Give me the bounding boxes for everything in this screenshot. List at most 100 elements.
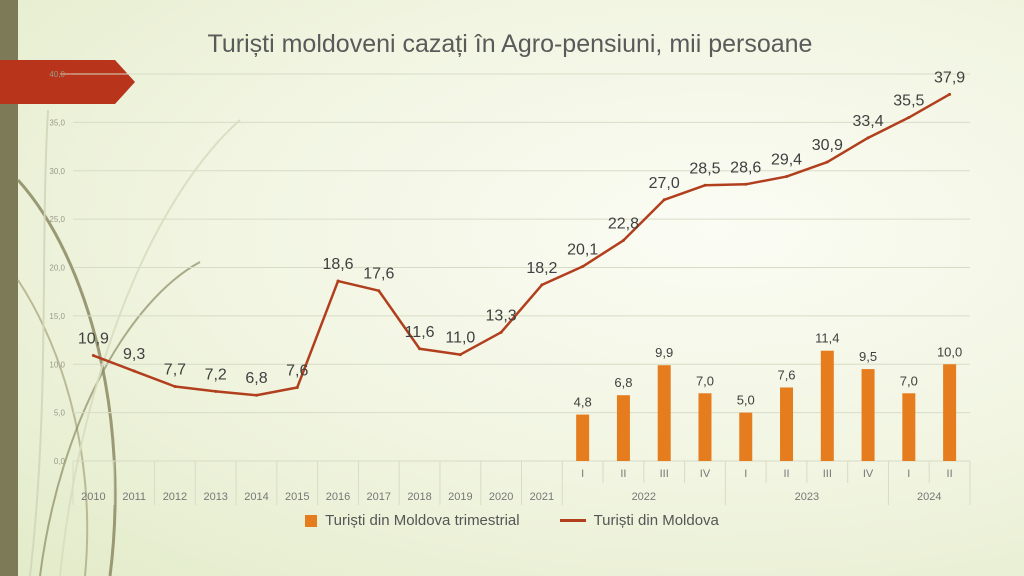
line-data-label: 20,1	[567, 242, 598, 259]
line-data-label: 30,9	[812, 137, 843, 154]
decor-curve-5	[29, 109, 49, 576]
decorative-curves	[16, 109, 241, 576]
line-data-label: 18,6	[322, 256, 353, 273]
bar-data-label: 4,8	[574, 395, 592, 410]
bar	[943, 364, 957, 461]
x-tick-label: II	[783, 468, 789, 480]
x-tick-label: 2014	[244, 491, 268, 503]
line-point	[499, 330, 503, 334]
line-point	[907, 116, 911, 120]
line-data-label: 10,9	[78, 331, 109, 348]
line-point	[295, 385, 299, 389]
x-tick-label: I	[744, 468, 747, 480]
x-tick-label: 2012	[163, 491, 187, 503]
bar	[780, 387, 794, 461]
bar-data-label: 7,0	[900, 373, 918, 388]
line-data-label: 28,6	[730, 159, 761, 176]
x-tick-label: 2011	[122, 491, 146, 503]
line-point	[91, 354, 95, 358]
legend-swatch-line	[559, 519, 586, 522]
data-labels: 4,8 6,8 9,9 7,0 5,0 7,6 11,4 9,5 7,0 10,0 10,9 9,3 7…	[78, 69, 965, 409]
line-point	[703, 183, 707, 187]
bar-series	[576, 350, 957, 461]
line-point	[744, 182, 748, 186]
axes: 0,0 5,0 10,0 15,0 20,0 25,0 30,0 35,0 40,0 2010 20…	[49, 70, 971, 505]
line-series	[91, 92, 952, 397]
legend: Turiști din Moldova trimestrial Turiști …	[0, 512, 1024, 529]
line-data-label: 7,6	[286, 362, 308, 379]
bar-data-label: 7,6	[777, 367, 795, 382]
x-tick-label: III	[823, 468, 832, 480]
x-tick-label: II	[620, 468, 626, 480]
y-tick-label: 20,0	[49, 264, 65, 273]
x-tick-label: 2015	[285, 491, 309, 503]
line-data-label: 7,2	[205, 366, 227, 383]
x-tick-label: II	[947, 468, 953, 480]
line-data-label: 9,3	[123, 346, 145, 363]
line-point	[132, 369, 136, 373]
line-data-label: 13,3	[486, 307, 517, 324]
bar-data-label: 9,9	[655, 345, 673, 360]
x-tick-label: 2010	[81, 491, 105, 503]
y-tick-label: 30,0	[49, 167, 65, 176]
legend-item-line: Turiști din Moldova	[559, 512, 719, 529]
line-data-label: 27,0	[649, 175, 680, 192]
line-point	[540, 283, 544, 287]
line-data-label: 17,6	[363, 266, 394, 283]
line-data-label: 22,8	[608, 215, 639, 232]
y-tick-label: 40,0	[49, 70, 65, 79]
bar	[698, 393, 712, 461]
left-decor-strip	[0, 0, 18, 576]
decor-curve-2	[17, 279, 89, 576]
y-tick-label: 25,0	[49, 215, 65, 224]
x-tick-label: 2016	[326, 491, 350, 503]
line-data-label: 6,8	[245, 370, 267, 387]
bar	[861, 369, 875, 461]
line-data-label: 18,2	[526, 260, 557, 277]
x-tick-label: 2019	[448, 491, 472, 503]
line-point	[825, 160, 829, 164]
line-point	[662, 198, 666, 202]
line-point	[581, 265, 585, 269]
line-point	[785, 175, 789, 179]
line-point	[621, 238, 625, 242]
x-group-label: 2022	[632, 491, 656, 503]
line-data-label: 33,4	[852, 113, 883, 130]
x-tick-label: 2017	[367, 491, 391, 503]
legend-label-bars: Turiști din Moldova trimestrial	[325, 512, 520, 529]
line-data-label: 28,5	[689, 160, 720, 177]
x-tick-label: 2018	[407, 491, 431, 503]
line-point	[418, 347, 422, 351]
y-tick-label: 10,0	[49, 360, 65, 369]
bar	[739, 412, 753, 461]
line-data-label: 35,5	[893, 93, 924, 110]
decor-curve-4	[59, 119, 241, 576]
x-tick-label: I	[581, 468, 584, 480]
x-tick-label: III	[660, 468, 669, 480]
line-data-label: 29,4	[771, 152, 802, 169]
x-group-label: 2024	[917, 491, 941, 503]
legend-swatch-bar	[305, 514, 318, 527]
legend-item-bars: Turiști din Moldova trimestrial	[305, 512, 520, 529]
x-tick-label: IV	[863, 468, 874, 480]
bar-data-label: 7,0	[696, 373, 714, 388]
line-point	[336, 279, 340, 283]
x-tick-label: 2013	[203, 491, 227, 503]
legend-label-line: Turiști din Moldova	[593, 512, 719, 529]
bar	[902, 393, 916, 461]
bar-data-label: 6,8	[614, 375, 632, 390]
decor-curve-3	[39, 261, 201, 576]
line-point	[948, 92, 952, 96]
line-point	[866, 136, 870, 140]
line-point	[458, 353, 462, 357]
line-data-label: 11,6	[405, 324, 435, 341]
bar	[616, 395, 630, 461]
x-tick-label: IV	[700, 468, 711, 480]
line-data-label: 11,0	[445, 330, 475, 347]
line-data-label: 7,7	[164, 362, 186, 379]
y-tick-label: 15,0	[49, 312, 65, 321]
bar-data-label: 9,5	[859, 349, 877, 364]
bar	[657, 365, 671, 461]
x-tick-label: I	[907, 468, 910, 480]
